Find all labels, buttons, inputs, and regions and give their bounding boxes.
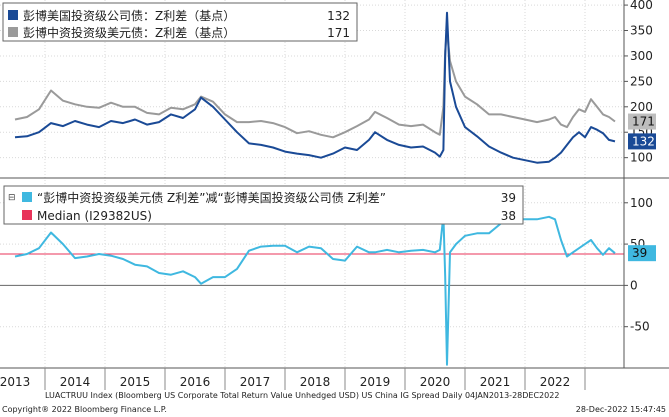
x-tick-label: 2019 [360,375,391,389]
spread-difference-line [14,214,616,366]
us-last-value: 132 [632,134,655,148]
bottom-y-tick-label: -50 [630,320,650,334]
x-tick-label: 2014 [60,375,91,389]
top-y-tick-label: 250 [630,74,653,88]
china-ig-zspread-line [14,29,616,139]
x-tick-label: 2015 [120,375,151,389]
bottom-legend-box [3,185,524,225]
top-legend-box [2,2,358,42]
footer-description: LUACTRUU Index (Bloomberg US Corporate T… [45,391,559,400]
x-tick-label: 2021 [480,375,511,389]
legend-label-spread: “彭博中资投资级美元债 Z利差”减“彭博美国投资级公司债 Z利差” [37,190,386,205]
legend-swatch-us [8,10,18,20]
china-last-value: 171 [632,115,655,129]
legend-swatch-median [22,210,32,220]
legend-value-spread: 39 [501,191,516,205]
spread-last-value: 39 [632,246,647,260]
x-tick-label: 2013 [0,375,30,389]
x-tick-label: 2016 [180,375,211,389]
x-tick-label: 2020 [420,375,451,389]
last-value-labels: 171 132 39 [628,113,656,262]
legend-swatch-spread [22,192,32,202]
series-lines [0,11,624,366]
legend-label-china: 彭博中资投资级美元债：Z利差（基点） [23,25,235,40]
top-panel-grid [0,0,624,368]
top-y-tick-label: 100 [630,151,653,165]
us-ig-zspread-line [14,11,616,164]
bottom-y-tick-label: 100 [630,196,653,210]
footer-copyright: Copyright® 2022 Bloomberg Finance L.P. [2,405,167,414]
x-tick-label: 2022 [540,375,571,389]
us-last-value-bg [628,133,656,150]
x-tick-label: 2017 [240,375,271,389]
spread-last-value-bg [628,245,656,262]
top-y-tick-label: 300 [630,49,653,63]
legend-tree-icon: ⊟ [8,193,16,203]
top-legend: 彭博美国投资级公司债：Z利差（基点） 132 彭博中资投资级美元债：Z利差（基点… [2,2,358,42]
x-tick-labels: 2013 2014 2015 2016 2017 2018 2019 2020 2021 2022 [0,368,586,390]
top-y-tick-label: 200 [630,100,653,114]
bottom-y-tick-label: 0 [630,278,638,292]
bottom-legend: ⊟ “彭博中资投资级美元债 Z利差”减“彭博美国投资级公司债 Z利差” 39 M… [3,185,524,225]
legend-value-china: 171 [327,26,350,40]
footer-timestamp: 28-Dec-2022 15:47:45 [576,405,666,414]
x-tick-label: 2018 [300,375,331,389]
legend-swatch-china [8,27,18,37]
legend-label-median: Median (I29382US) [37,209,152,223]
top-y-tick-label: 350 [630,24,653,38]
legend-value-median: 38 [501,209,516,223]
legend-label-us: 彭博美国投资级公司债：Z利差（基点） [23,8,235,23]
legend-value-us: 132 [327,9,350,23]
top-y-tick-label: 400 [630,0,653,12]
china-last-value-bg [628,113,656,130]
